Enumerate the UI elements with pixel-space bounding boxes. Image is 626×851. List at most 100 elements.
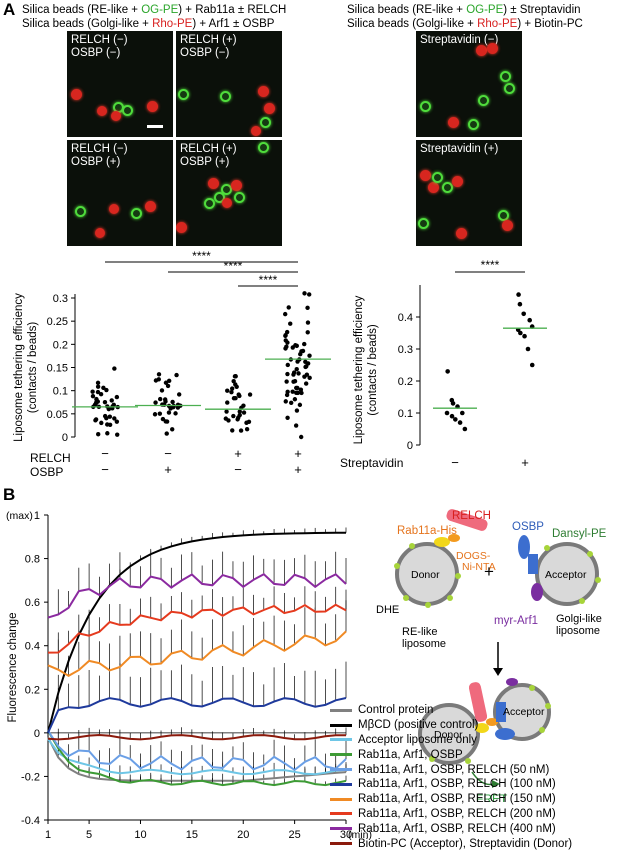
data-point [99,420,104,426]
data-point [231,413,236,419]
significance-label: **** [481,258,500,272]
data-point [283,399,288,404]
data-point [283,311,288,317]
data-point [229,386,235,391]
data-point [296,371,301,376]
data-point [166,410,172,415]
data-point [162,397,168,402]
data-point [153,400,158,405]
micrograph-relch-plus-osbp-minus: RELCH (+) OSBP (−) [176,31,282,137]
y-tick-label: 0.6 [25,597,40,609]
data-point [237,412,242,418]
micrograph-streptavidin-minus: Streptavidin (−) [416,31,522,137]
data-point [165,383,171,389]
data-point [225,388,230,393]
data-point [303,364,308,370]
y-tick-label: 0.3 [398,344,413,356]
y-axis-label: Fluorescence change [7,613,19,723]
golgi-like-label: Golgi-like liposome [556,613,602,637]
data-point [164,419,170,424]
data-point [95,380,101,386]
streptavidin-sign: + [521,455,529,470]
x-tick-label: 5 [86,829,92,841]
legend-label: MβCD (positive control) [358,719,479,732]
data-point [457,420,463,425]
data-point [302,341,307,347]
data-point [226,418,231,423]
micrograph-label: Streptavidin (−) [420,34,499,46]
legend-label: Rab11a, Arf1, OSBP, RELCH (100 nM) [358,778,556,791]
data-point [169,405,175,410]
micrograph-relch-plus-osbp-plus: RELCH (+) OSBP (+) [176,140,282,246]
y-tick-label: 0.1 [53,386,68,398]
x-tick-label: 10 [134,829,146,841]
data-point [522,333,527,339]
donor-liposome [394,542,461,608]
series-line-4 [47,730,347,772]
dhe-label: DHE [376,604,399,616]
data-point [283,333,288,338]
panel-a-right-header-1: Silica beads (RE-like + OG-PE) ± Strepta… [347,4,581,16]
data-point [157,411,163,416]
data-point [302,291,307,296]
data-point [307,353,312,358]
legend-item: Control protein [330,703,626,718]
data-point [174,372,179,378]
legend-item: Rab11a, Arf1, OSBP [330,747,626,762]
relch-icon [446,509,488,531]
data-point [176,392,182,397]
data-point [166,378,172,384]
data-point [112,366,117,371]
data-point [284,379,289,384]
data-point [107,422,113,428]
relch-sign: − [164,446,172,461]
data-point [294,408,300,413]
legend-swatch [330,827,352,831]
data-point [290,389,295,394]
legend-item: Rab11a, Arf1, OSBP, RELCH (400 nM) [330,821,626,836]
relch-label: RELCH [452,510,491,522]
osbp-label: OSBP [512,521,544,533]
legend-item: Rab11a, Arf1, OSBP, RELCH (200 nM) [330,807,626,822]
data-point [98,392,104,397]
data-point [105,431,110,436]
data-point [234,384,239,389]
row-label-relch: RELCH [30,451,71,465]
data-point [307,375,312,381]
data-point [237,409,242,414]
data-point [236,392,241,397]
legend-swatch [330,723,352,727]
y-tick-label: -0.4 [21,815,40,827]
legend-swatch [330,842,352,846]
data-point [297,402,303,408]
data-point [300,348,306,354]
legend-swatch [330,708,352,712]
y-tick-label: 0 [62,432,68,444]
data-point [529,362,535,368]
micrograph-relch-minus-osbp-minus: RELCH (−) OSBP (−) [67,31,173,137]
legend-label: Biotin-PC (Acceptor), Streptavidin (Dono… [358,837,573,850]
x-tick-label: 1 [45,829,51,841]
series-line-7 [47,603,347,654]
data-point [302,374,307,379]
row-label-streptavidin: Streptavidin [340,456,403,470]
legend-swatch [330,782,352,786]
data-point [525,346,531,352]
legend-item: Acceptor liposome only [330,733,626,748]
data-point [527,317,532,323]
y-axis-label: Liposome tethering efficiency (contacts /… [353,295,379,444]
data-point [291,372,296,377]
micrograph-label: Streptavidin (+) [420,143,499,155]
data-point [294,366,299,372]
legend-item: MβCD (positive control) [330,718,626,733]
relch-sign: + [234,446,242,461]
data-point [460,410,465,416]
data-point [233,374,238,379]
panel-a-letter: A [3,0,16,19]
micrograph-streptavidin-plus: Streptavidin (+) [416,140,522,246]
relch-sign: + [294,446,302,461]
data-point [115,432,120,437]
legend-label: Rab11a, Arf1, OSBP, RELCH (200 nM) [358,807,556,820]
data-point [516,292,521,297]
y-tick-label: 1 [34,510,40,522]
